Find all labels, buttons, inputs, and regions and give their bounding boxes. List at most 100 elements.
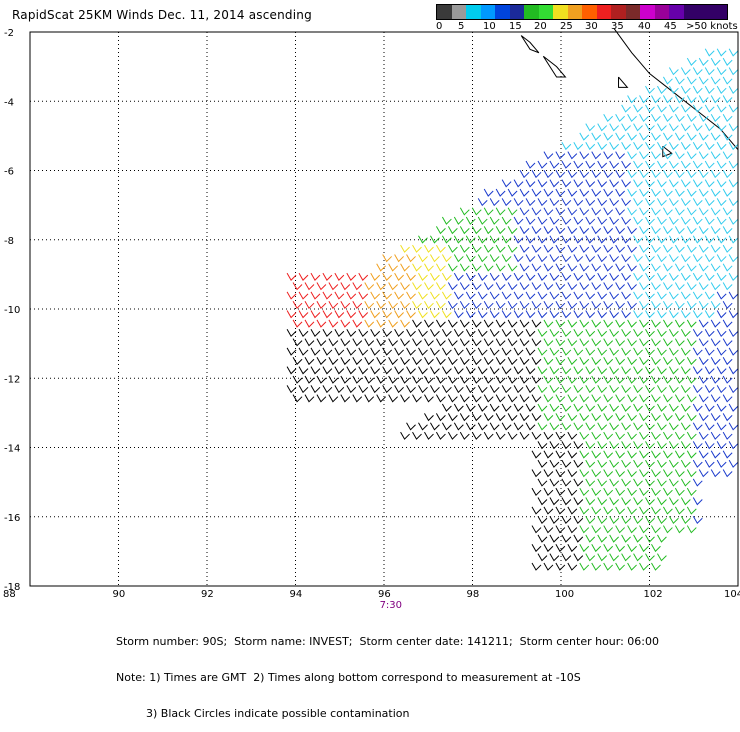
- wind-barb: [507, 319, 518, 328]
- wind-barb: [435, 282, 446, 291]
- wind-barb: [382, 310, 393, 319]
- wind-barb: [310, 328, 321, 338]
- wind-barb: [501, 347, 512, 356]
- wind-barb: [728, 310, 739, 319]
- wind-barb: [728, 235, 739, 244]
- wind-barb: [710, 76, 721, 85]
- wind-barb: [447, 338, 458, 347]
- wind-barb: [627, 413, 637, 422]
- wind-barb: [603, 282, 614, 291]
- wind-barb: [567, 282, 578, 291]
- wind-barb: [346, 347, 357, 356]
- wind-barb: [561, 347, 572, 356]
- wind-barb: [286, 272, 297, 281]
- wind-barb: [567, 544, 578, 553]
- wind-barb: [543, 413, 554, 422]
- wind-barb: [412, 319, 422, 328]
- wind-barb: [525, 385, 536, 394]
- wind-barb: [674, 506, 685, 515]
- wind-barb: [627, 132, 637, 141]
- wind-barb: [489, 235, 500, 244]
- wind-barb: [483, 207, 494, 216]
- wind-barb: [412, 357, 422, 366]
- wind-barb: [340, 319, 351, 328]
- wind-barb: [561, 179, 572, 188]
- wind-barb: [567, 207, 578, 216]
- wind-barb: [597, 385, 608, 394]
- wind-barb: [549, 553, 560, 562]
- wind-barb: [573, 235, 584, 244]
- wind-barb: [698, 76, 709, 85]
- wind-barb: [561, 272, 572, 281]
- wind-barb: [603, 450, 614, 459]
- wind-barb: [585, 385, 596, 394]
- wind-barb: [418, 422, 428, 431]
- wind-barb: [579, 562, 590, 571]
- wind-barb: [531, 487, 542, 496]
- wind-barb: [639, 413, 649, 422]
- wind-barb: [483, 244, 494, 253]
- wind-barb: [573, 198, 584, 207]
- wind-barb: [728, 347, 739, 356]
- wind-barb: [662, 413, 673, 422]
- wind-barb: [662, 207, 673, 216]
- wind-barb: [680, 347, 691, 356]
- legend-swatch: [625, 5, 640, 19]
- wind-barb: [639, 300, 649, 310]
- wind-barb: [710, 132, 721, 141]
- wind-barb: [334, 328, 345, 338]
- wind-barb: [477, 403, 488, 412]
- wind-barb: [376, 375, 387, 384]
- map-frame: [29, 31, 739, 587]
- wind-barb: [507, 338, 518, 347]
- wind-barb: [447, 300, 458, 310]
- wind-barb: [722, 357, 733, 366]
- wind-barb: [406, 347, 416, 356]
- wind-barb: [627, 469, 637, 478]
- wind-barb: [543, 357, 554, 366]
- wind-barb: [507, 394, 518, 403]
- wind-barb: [483, 282, 494, 291]
- wind-barb: [680, 160, 691, 169]
- legend-swatch: [683, 5, 698, 19]
- wind-barb: [585, 515, 596, 525]
- wind-barb: [394, 272, 404, 281]
- wind-barb: [657, 497, 667, 506]
- wind-barb: [549, 441, 560, 450]
- wind-barb: [662, 338, 673, 347]
- wind-barb: [549, 160, 560, 169]
- wind-barb: [447, 394, 458, 403]
- wind-barb: [597, 254, 608, 263]
- wind-barb: [716, 422, 727, 431]
- wind-barb: [615, 487, 625, 496]
- wind-barb: [430, 254, 440, 263]
- wind-barb: [525, 198, 536, 207]
- longitude-label: 98: [467, 589, 480, 600]
- wind-barb: [704, 291, 715, 300]
- wind-barb: [495, 394, 506, 403]
- wind-barb: [477, 272, 488, 281]
- wind-barb: [621, 198, 631, 207]
- wind-barb: [692, 198, 703, 207]
- wind-barb: [585, 534, 596, 543]
- wind-barb: [651, 487, 661, 496]
- wind-barb: [483, 338, 494, 347]
- wind-barb: [447, 431, 458, 440]
- wind-barb: [722, 469, 733, 478]
- wind-barb: [698, 226, 709, 235]
- wind-barb: [459, 338, 470, 347]
- wind-barb: [662, 469, 673, 478]
- wind-barb: [537, 179, 548, 188]
- wind-barb: [710, 450, 721, 459]
- wind-barb: [633, 497, 643, 506]
- wind-barb: [627, 170, 637, 179]
- wind-barb: [370, 310, 381, 319]
- wind-barb: [579, 394, 590, 403]
- wind-barb: [453, 272, 464, 281]
- wind-barb: [543, 244, 554, 253]
- wind-barb: [298, 347, 309, 356]
- wind-barb: [698, 188, 709, 197]
- wind-barb: [674, 338, 685, 347]
- wind-barb: [633, 235, 643, 244]
- wind-barb: [639, 338, 649, 347]
